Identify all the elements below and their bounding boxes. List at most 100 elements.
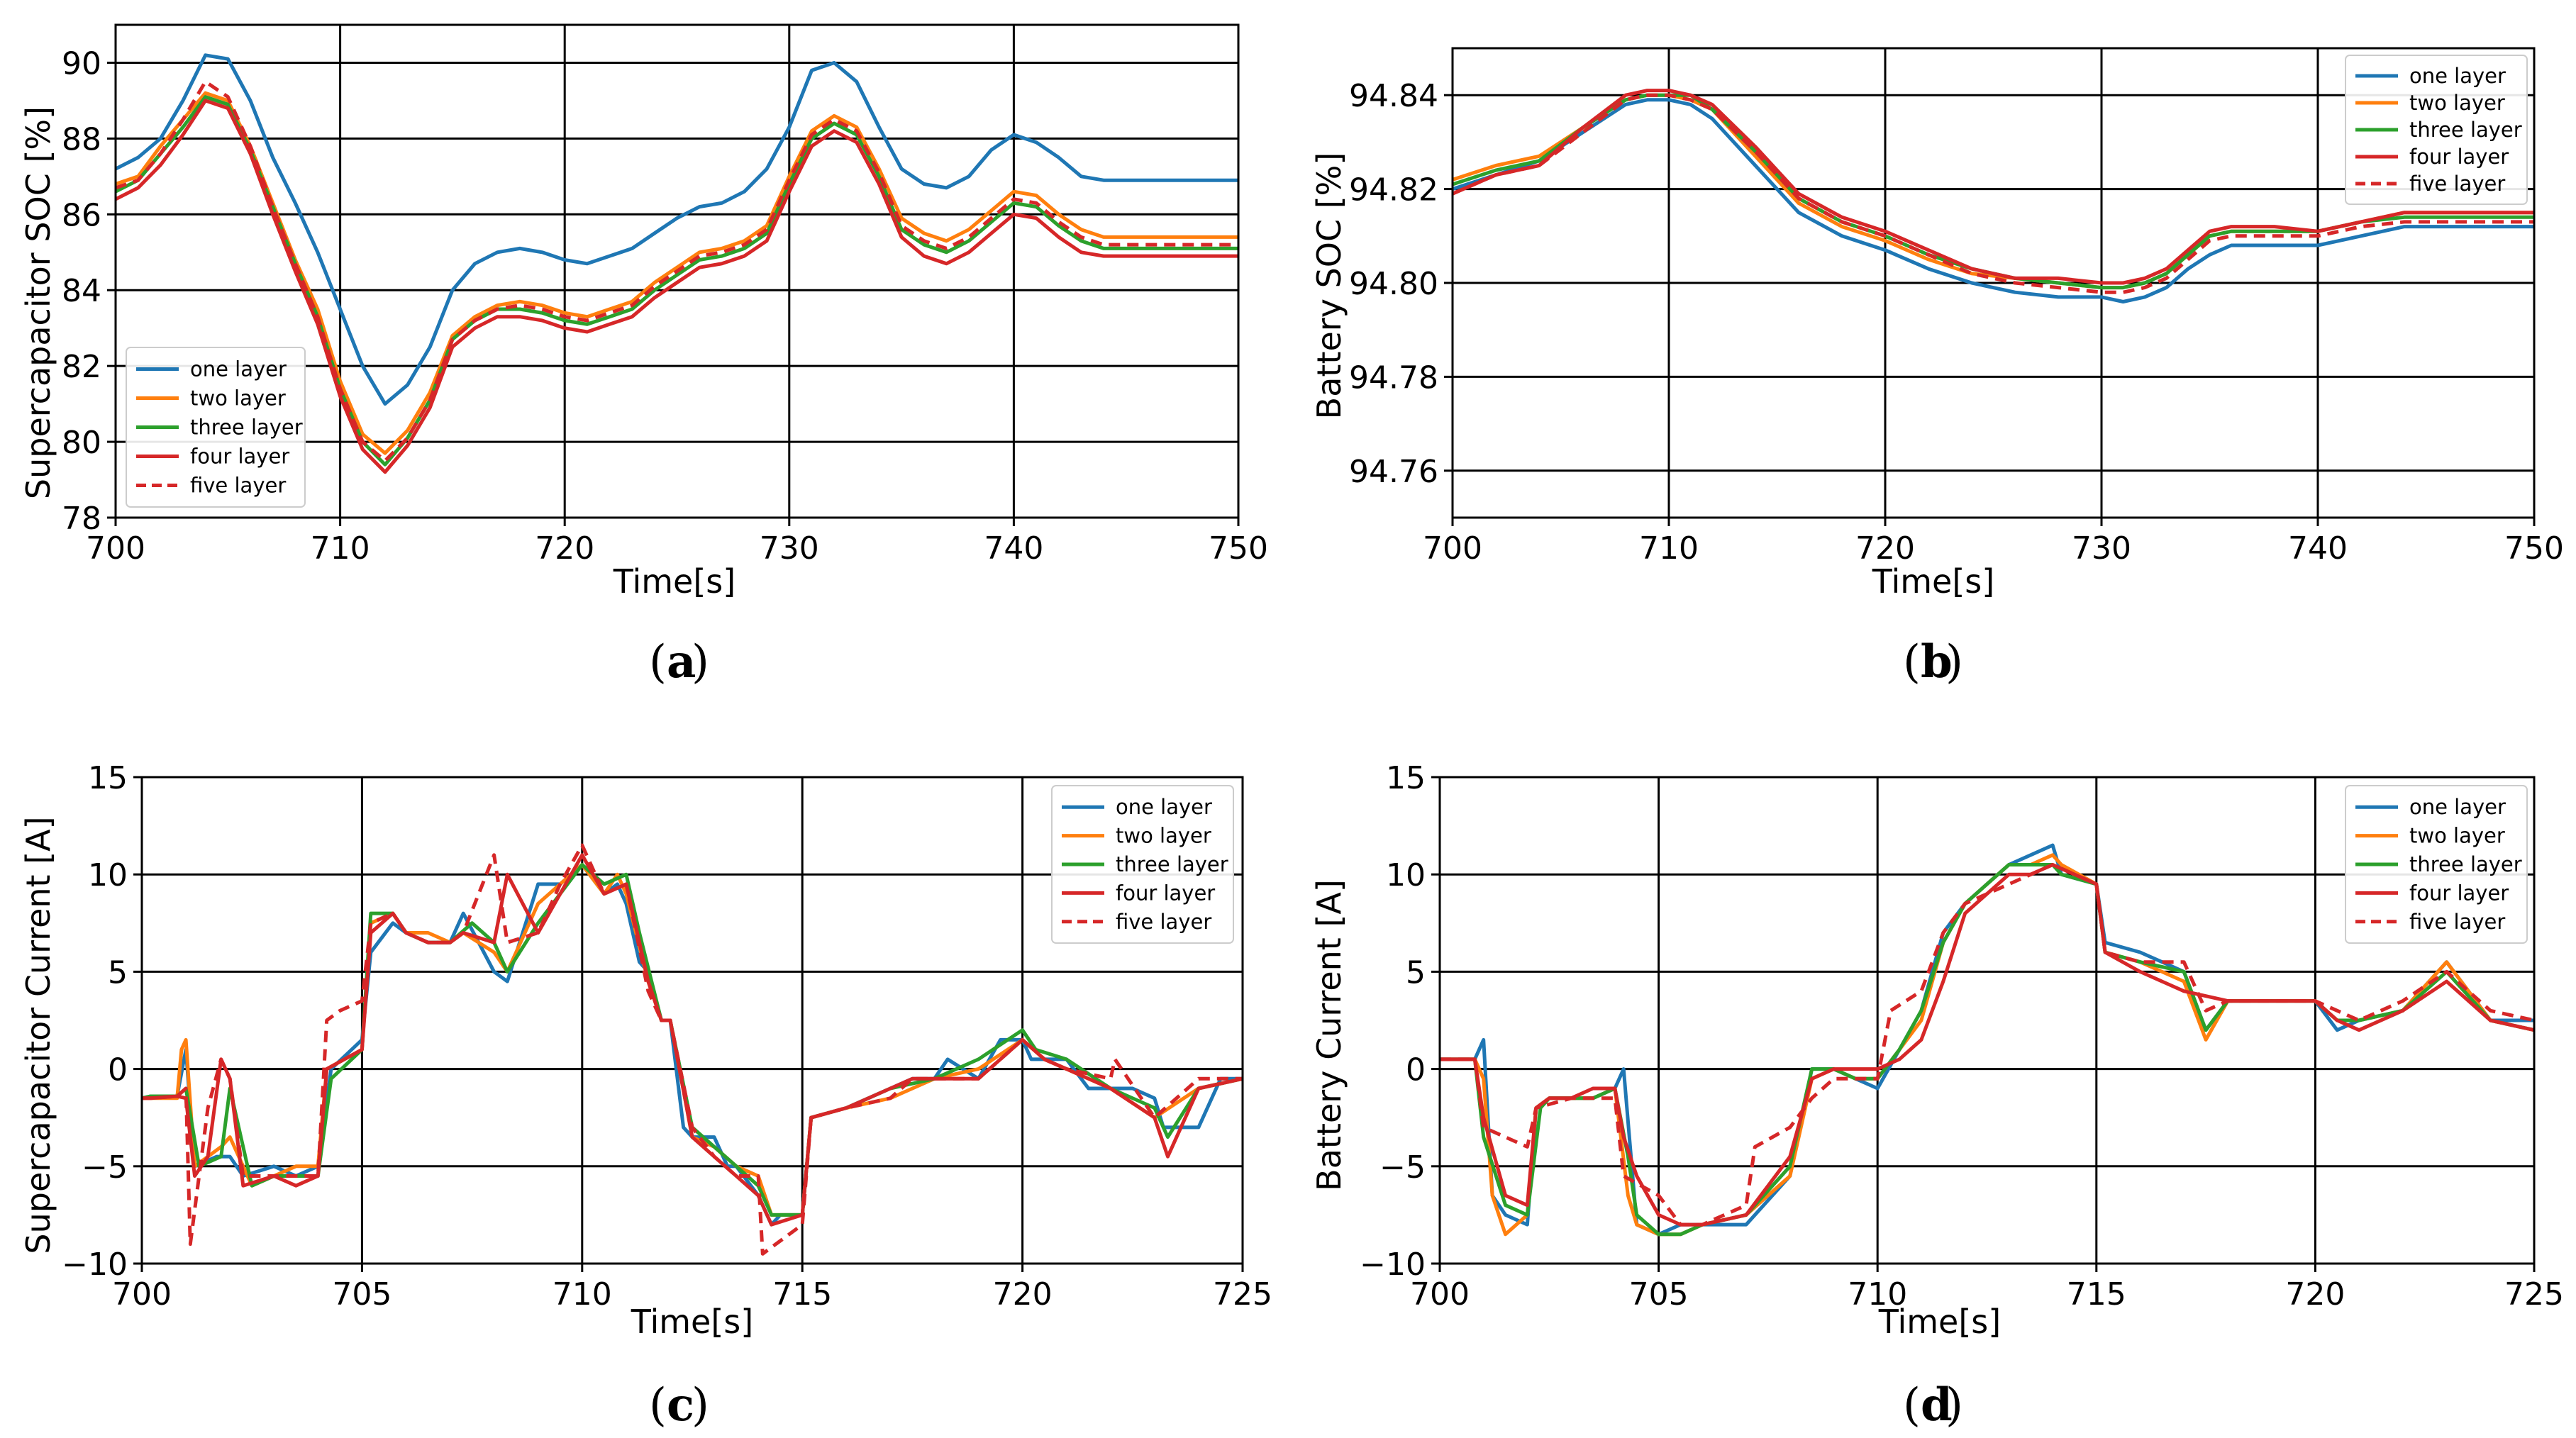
panel-d-xlabel: Time[s] bbox=[1878, 1303, 2001, 1341]
series-line-five-layer bbox=[1440, 863, 2534, 1227]
series-line-one-layer bbox=[1453, 98, 2534, 303]
legend-label: two layer bbox=[2409, 91, 2505, 115]
legend-label: five layer bbox=[2409, 172, 2505, 196]
x-tick-label: 720 bbox=[993, 1276, 1053, 1312]
panel-c-xlabel: Time[s] bbox=[631, 1303, 753, 1341]
y-tick-label: 0 bbox=[108, 1052, 128, 1088]
x-tick-label: 730 bbox=[2072, 530, 2131, 567]
panel-a-caption-close: ) bbox=[692, 636, 709, 689]
panel-d-caption-letter: d bbox=[1921, 1378, 1953, 1432]
panel-a-ylabel: Supercapacitor SOC [%] bbox=[19, 106, 57, 499]
legend-label: one layer bbox=[190, 357, 287, 381]
legend-label: five layer bbox=[190, 474, 286, 498]
panel-c-caption-letter: c bbox=[667, 1378, 694, 1432]
panel-b-caption-letter: b bbox=[1921, 635, 1953, 689]
panel-a-caption: ( bbox=[649, 636, 667, 689]
legend-box bbox=[1051, 785, 1234, 944]
y-tick-label: 80 bbox=[62, 425, 101, 461]
panel-b-ylabel: Battery SOC [%] bbox=[1310, 152, 1348, 420]
panel-b-caption: ( bbox=[1903, 636, 1921, 689]
x-tick-label: 750 bbox=[1209, 530, 1268, 567]
panel-d-caption-close: ) bbox=[1945, 1379, 1963, 1432]
y-tick-label: −5 bbox=[1379, 1149, 1426, 1186]
y-tick-label: 5 bbox=[1406, 954, 1426, 991]
series-line-four-layer bbox=[142, 853, 1243, 1227]
y-tick-label: 94.82 bbox=[1349, 172, 1438, 208]
legend-label: five layer bbox=[2409, 910, 2505, 934]
y-tick-label: −5 bbox=[82, 1149, 128, 1186]
panel-b-caption-close: ) bbox=[1945, 636, 1963, 689]
y-tick-label: 84 bbox=[62, 273, 101, 309]
panel-b: 700 710 720 730 740 750 94.76 94.78 94.80 94.82 94… bbox=[1310, 47, 2564, 689]
panel-c-ylabel: Supercapacitor Current [A] bbox=[19, 816, 57, 1254]
legend-box bbox=[126, 347, 306, 508]
x-tick-label: 740 bbox=[984, 530, 1043, 567]
series-line-five-layer bbox=[1453, 93, 2534, 294]
legend-label: four layer bbox=[1116, 881, 1215, 905]
x-tick-label: 710 bbox=[311, 530, 370, 567]
y-tick-label: 5 bbox=[108, 954, 128, 991]
legend-label: three layer bbox=[2409, 118, 2522, 142]
panel-c-caption-close: ) bbox=[692, 1379, 709, 1432]
legend-label: three layer bbox=[1116, 852, 1228, 876]
x-tick-label: 705 bbox=[332, 1276, 392, 1312]
legend-label: three layer bbox=[190, 416, 303, 440]
y-tick-label: 88 bbox=[62, 121, 101, 157]
legend-label: two layer bbox=[2409, 824, 2505, 848]
x-tick-label: 700 bbox=[1423, 530, 1482, 567]
x-tick-label: 710 bbox=[1848, 1276, 1907, 1312]
y-tick-label: 94.84 bbox=[1349, 78, 1438, 114]
x-tick-label: 720 bbox=[1855, 530, 1915, 567]
legend-label: one layer bbox=[1116, 795, 1212, 819]
series-line-four-layer bbox=[1440, 863, 2534, 1227]
x-tick-label: 740 bbox=[2288, 530, 2348, 567]
y-tick-label: 94.76 bbox=[1349, 454, 1438, 490]
axes-frame bbox=[114, 23, 1240, 519]
legend-label: one layer bbox=[2409, 795, 2506, 819]
panel-c: 700 705 710 715 720 725 −10 −5 0 5 10 15 Time[s] Su… bbox=[19, 760, 1272, 1432]
x-tick-label: 705 bbox=[1629, 1276, 1689, 1312]
legend-label: five layer bbox=[1116, 910, 1211, 934]
y-tick-label: 10 bbox=[88, 857, 128, 893]
panel-a-caption-letter: a bbox=[667, 635, 696, 689]
y-tick-label: 86 bbox=[62, 197, 101, 233]
panel-b-xlabel: Time[s] bbox=[1872, 562, 1994, 601]
series-line-five-layer bbox=[142, 843, 1243, 1256]
panel-d: 700 705 710 715 720 725 −10 −5 0 5 10 15 Time[s] Ba… bbox=[1310, 760, 2564, 1432]
y-tick-label: 78 bbox=[62, 501, 101, 537]
axes-frame bbox=[1438, 776, 2536, 1265]
legend-label: four layer bbox=[190, 445, 289, 469]
x-tick-label: 700 bbox=[112, 1276, 172, 1312]
y-tick-label: 94.78 bbox=[1349, 360, 1438, 396]
x-tick-label: 720 bbox=[535, 530, 594, 567]
legend-label: four layer bbox=[2409, 145, 2509, 169]
x-tick-label: 715 bbox=[2067, 1276, 2126, 1312]
legend-box bbox=[2345, 785, 2528, 944]
x-tick-label: 725 bbox=[2504, 1276, 2564, 1312]
y-tick-label: 94.80 bbox=[1349, 266, 1438, 302]
y-tick-label: 90 bbox=[62, 45, 101, 82]
y-tick-label: 10 bbox=[1386, 857, 1426, 893]
panel-a: 700 710 720 730 740 750 78 80 82 84 86 88 90 Time[s]… bbox=[19, 23, 1268, 689]
y-tick-label: 15 bbox=[1386, 760, 1426, 796]
x-tick-label: 700 bbox=[1410, 1276, 1470, 1312]
legend-label: two layer bbox=[190, 386, 286, 411]
series-line-two-layer bbox=[116, 91, 1238, 455]
y-tick-label: −10 bbox=[62, 1247, 128, 1283]
x-tick-label: 700 bbox=[86, 530, 145, 567]
y-tick-label: 0 bbox=[1406, 1052, 1426, 1088]
legend-label: four layer bbox=[2409, 881, 2509, 905]
x-tick-label: 730 bbox=[760, 530, 819, 567]
y-tick-label: 82 bbox=[62, 349, 101, 385]
x-tick-label: 710 bbox=[553, 1276, 612, 1312]
x-tick-label: 720 bbox=[2285, 1276, 2345, 1312]
x-tick-label: 750 bbox=[2504, 530, 2564, 567]
series-line-one-layer bbox=[116, 53, 1238, 406]
panel-c-caption: ( bbox=[649, 1379, 667, 1432]
y-tick-label: 15 bbox=[88, 760, 128, 796]
x-tick-label: 710 bbox=[1639, 530, 1699, 567]
legend-label: three layer bbox=[2409, 852, 2522, 876]
panel-a-xlabel: Time[s] bbox=[613, 562, 735, 601]
series-line-five-layer bbox=[116, 79, 1238, 463]
